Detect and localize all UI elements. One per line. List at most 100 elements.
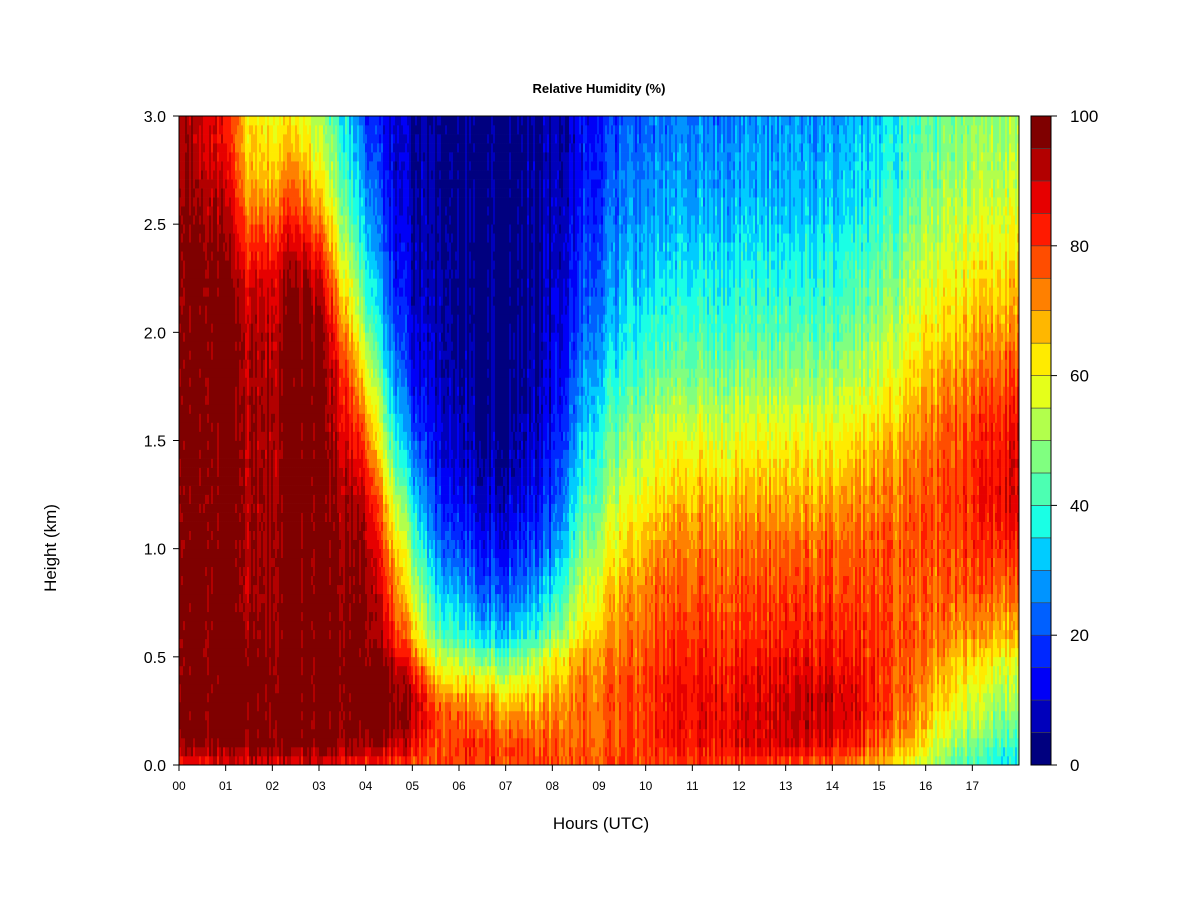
heatmap-cell: [235, 305, 237, 314]
heatmap-cell: [309, 756, 311, 765]
heatmap-cell: [217, 404, 219, 413]
heatmap-cell: [191, 621, 193, 630]
heatmap-cell: [303, 125, 305, 134]
heatmap-cell: [211, 729, 213, 738]
heatmap-cell: [229, 459, 231, 468]
heatmap-cell: [225, 441, 227, 450]
heatmap-cell: [279, 504, 281, 513]
heatmap-cell: [231, 675, 233, 684]
heatmap-cell: [271, 486, 273, 495]
heatmap-cell: [299, 143, 301, 152]
heatmap-cell: [193, 395, 195, 404]
heatmap-cell: [193, 711, 195, 720]
heatmap-cell: [231, 197, 233, 206]
heatmap-cell: [253, 567, 255, 576]
heatmap-cell: [313, 576, 315, 585]
heatmap-cell: [285, 161, 287, 170]
heatmap-cell: [295, 567, 297, 576]
heatmap-cell: [255, 161, 257, 170]
heatmap-cell: [313, 567, 315, 576]
heatmap-cell: [235, 612, 237, 621]
heatmap-cell: [289, 278, 291, 287]
heatmap-cell: [255, 422, 257, 431]
heatmap-cell: [303, 594, 305, 603]
heatmap-cell: [191, 377, 193, 386]
heatmap-cell: [239, 702, 241, 711]
heatmap-cell: [313, 603, 315, 612]
heatmap-cell: [205, 377, 207, 386]
heatmap-cell: [251, 504, 253, 513]
heatmap-cell: [215, 278, 217, 287]
heatmap-cell: [243, 666, 245, 675]
heatmap-cell: [223, 441, 225, 450]
heatmap-cell: [255, 395, 257, 404]
heatmap-cell: [213, 648, 215, 657]
heatmap-cell: [227, 504, 229, 513]
heatmap-cell: [263, 341, 265, 350]
heatmap-cell: [259, 395, 261, 404]
heatmap-cell: [193, 359, 195, 368]
heatmap-cell: [287, 260, 289, 269]
heatmap-cell: [253, 540, 255, 549]
heatmap-cell: [261, 314, 263, 323]
heatmap-cell: [269, 314, 271, 323]
heatmap-cell: [261, 630, 263, 639]
heatmap-cell: [285, 729, 287, 738]
heatmap-cell: [295, 152, 297, 161]
heatmap-cell: [261, 188, 263, 197]
heatmap-cell: [275, 260, 277, 269]
heatmap-cell: [235, 404, 237, 413]
heatmap-cell: [257, 657, 259, 666]
heatmap-cell: [227, 413, 229, 422]
heatmap-cell: [265, 639, 267, 648]
heatmap-cell: [281, 233, 283, 242]
heatmap-cell: [201, 738, 203, 747]
heatmap-cell: [293, 567, 295, 576]
heatmap-cell: [269, 720, 271, 729]
heatmap-cell: [203, 567, 205, 576]
heatmap-cell: [247, 413, 249, 422]
heatmap-cell: [257, 359, 259, 368]
heatmap-cell: [219, 305, 221, 314]
heatmap-cell: [291, 242, 293, 251]
heatmap-cell: [291, 675, 293, 684]
heatmap-cell: [195, 738, 197, 747]
heatmap-cell: [247, 224, 249, 233]
heatmap-cell: [223, 134, 225, 143]
heatmap-cell: [183, 720, 185, 729]
heatmap-cell: [225, 558, 227, 567]
heatmap-cell: [261, 224, 263, 233]
heatmap-cell: [303, 395, 305, 404]
heatmap-cell: [243, 603, 245, 612]
heatmap-cell: [267, 540, 269, 549]
heatmap-cell: [303, 116, 305, 125]
heatmap-cell: [181, 404, 183, 413]
heatmap-cell: [297, 675, 299, 684]
heatmap-cell: [263, 720, 265, 729]
heatmap-cell: [235, 260, 237, 269]
heatmap-cell: [235, 711, 237, 720]
heatmap-cell: [185, 585, 187, 594]
heatmap-cell: [275, 495, 277, 504]
heatmap-cell: [251, 486, 253, 495]
heatmap-cell: [237, 657, 239, 666]
heatmap-cell: [259, 477, 261, 486]
heatmap-cell: [287, 522, 289, 531]
heatmap-cell: [301, 341, 303, 350]
heatmap-cell: [239, 603, 241, 612]
heatmap-cell: [247, 522, 249, 531]
heatmap-cell: [263, 729, 265, 738]
heatmap-cell: [207, 386, 209, 395]
heatmap-cell: [219, 675, 221, 684]
heatmap-cell: [305, 206, 307, 215]
heatmap-cell: [241, 720, 243, 729]
heatmap-cell: [243, 468, 245, 477]
heatmap-cell: [225, 314, 227, 323]
heatmap-cell: [279, 666, 281, 675]
heatmap-cell: [193, 251, 195, 260]
heatmap-cell: [263, 657, 265, 666]
heatmap-cell: [237, 522, 239, 531]
heatmap-cell: [189, 161, 191, 170]
heatmap-cell: [301, 477, 303, 486]
heatmap-cell: [277, 431, 279, 440]
